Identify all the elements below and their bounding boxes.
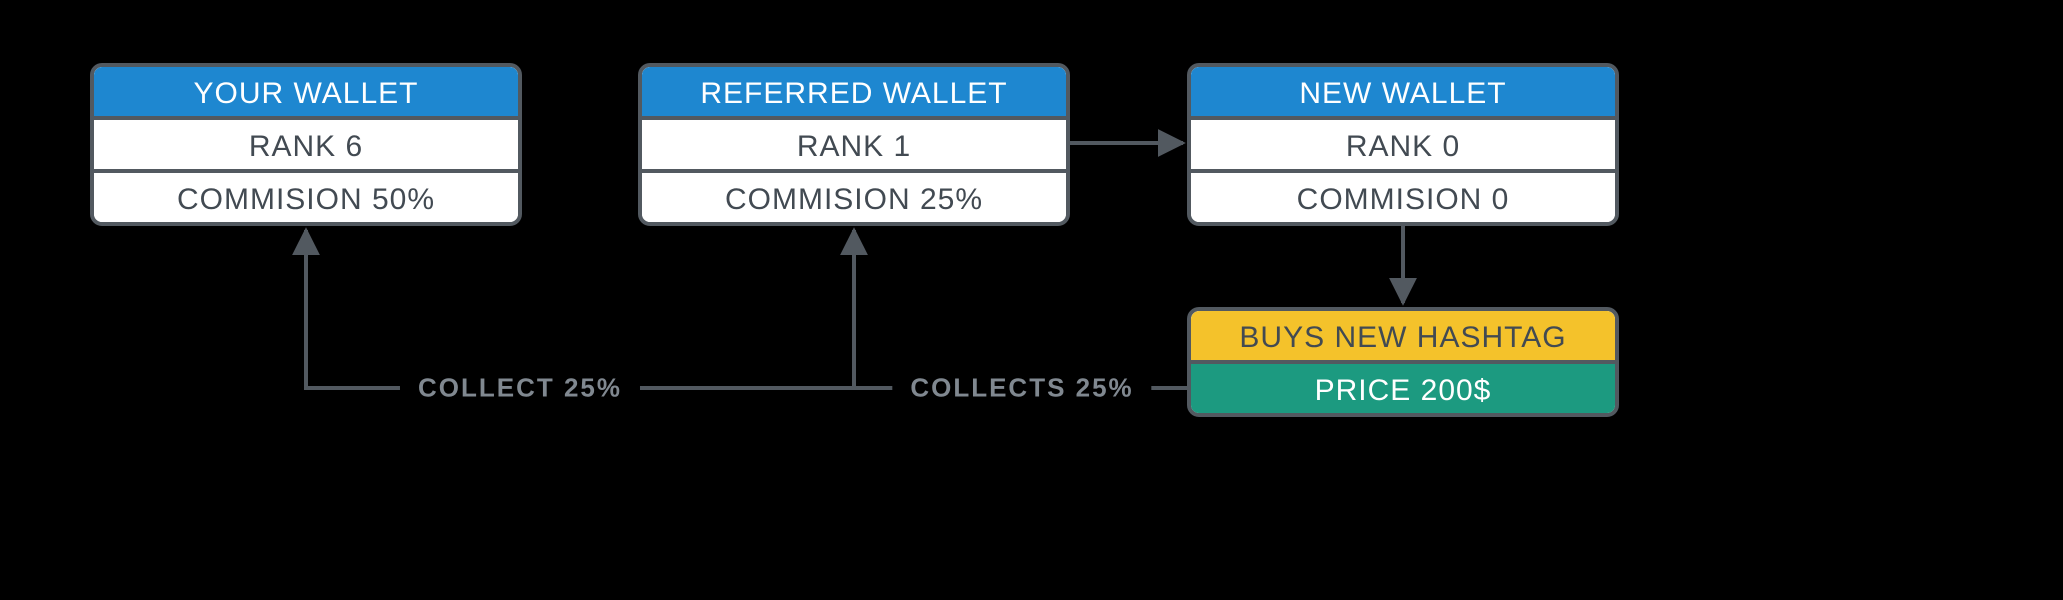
edge-label-collects-referred: COLLECTS 25% (892, 373, 1151, 404)
purchase-price: PRICE 200$ (1191, 360, 1615, 413)
referred-wallet-commission: COMMISION 25% (642, 169, 1066, 222)
referred-wallet-rank: RANK 1 (642, 116, 1066, 169)
edge-purchase-to-your (306, 230, 1187, 388)
edge-purchase-to-referred (854, 230, 1187, 388)
new-wallet-commission: COMMISION 0 (1191, 169, 1615, 222)
new-wallet-title: NEW WALLET (1191, 67, 1615, 116)
your-wallet-title: YOUR WALLET (94, 67, 518, 116)
new-wallet-rank: RANK 0 (1191, 116, 1615, 169)
purchase-action: BUYS NEW HASHTAG (1191, 311, 1615, 360)
referred-wallet-title: REFERRED WALLET (642, 67, 1066, 116)
referred-wallet-card: REFERRED WALLET RANK 1 COMMISION 25% (638, 63, 1070, 226)
your-wallet-commission: COMMISION 50% (94, 169, 518, 222)
new-wallet-card: NEW WALLET RANK 0 COMMISION 0 (1187, 63, 1619, 226)
your-wallet-card: YOUR WALLET RANK 6 COMMISION 50% (90, 63, 522, 226)
your-wallet-rank: RANK 6 (94, 116, 518, 169)
purchase-card: BUYS NEW HASHTAG PRICE 200$ (1187, 307, 1619, 417)
edge-label-collect-your: COLLECT 25% (400, 373, 640, 404)
